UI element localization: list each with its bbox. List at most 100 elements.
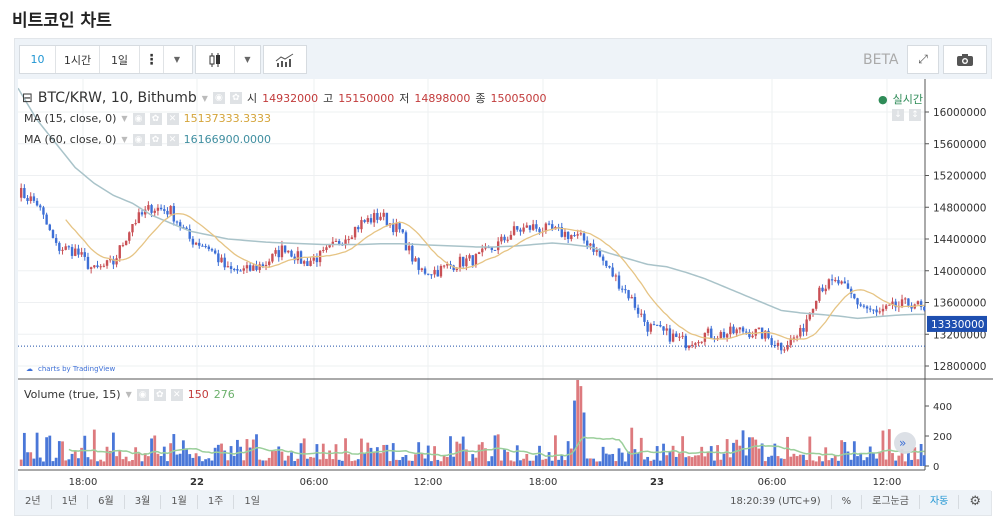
candle-body xyxy=(582,233,586,241)
candle-body xyxy=(458,256,462,268)
settings-icon[interactable]: ✿ xyxy=(149,112,162,125)
candle-body xyxy=(710,328,713,339)
volume-bar xyxy=(617,448,621,466)
dropdown-icon[interactable]: ▼ xyxy=(244,55,251,64)
interval-10-button[interactable]: 10 xyxy=(20,46,56,73)
visibility-icon[interactable]: ◉ xyxy=(212,92,225,104)
arrow-updown-icon[interactable]: ↕ xyxy=(909,109,921,121)
range-1y[interactable]: 1년 xyxy=(52,495,89,509)
log-scale-toggle[interactable]: 로그눈금 xyxy=(862,495,920,509)
visibility-icon[interactable]: ◉ xyxy=(132,112,145,125)
volume-bar xyxy=(817,456,821,466)
candle-body xyxy=(652,324,656,326)
close-icon[interactable]: ✕ xyxy=(170,388,183,401)
volume-bar xyxy=(846,451,850,466)
volume-bar xyxy=(646,456,650,466)
candle-body xyxy=(185,227,188,229)
beta-label: BETA xyxy=(863,52,899,68)
realtime-indicator[interactable]: ● 실시간 xyxy=(878,92,923,107)
volume-value: 150 xyxy=(187,388,209,401)
volume-bar xyxy=(655,446,659,466)
bottom-bar: 2년 1년 6월 3월 1월 1주 1일 18:20:39 (UTC+9) % … xyxy=(15,490,991,514)
range-1w[interactable]: 1주 xyxy=(198,495,235,509)
visibility-icon[interactable]: ◉ xyxy=(132,133,145,146)
candle-body xyxy=(417,258,420,270)
candle-body xyxy=(614,275,618,277)
settings-icon[interactable]: ✿ xyxy=(229,92,242,104)
volume-bar xyxy=(573,400,576,466)
candle-body xyxy=(427,273,430,275)
candle-body xyxy=(131,224,134,233)
volume-bar xyxy=(45,437,49,466)
volume-bar xyxy=(280,451,284,466)
volume-bar xyxy=(779,458,783,466)
candle-body xyxy=(814,300,818,309)
volume-bar xyxy=(519,460,522,466)
settings-icon[interactable]: ✿ xyxy=(153,388,166,401)
clock: 18:20:39 (UTC+9) xyxy=(720,495,832,509)
volume-bar xyxy=(859,452,863,466)
arrow-down-icon[interactable]: ↓ xyxy=(892,109,904,121)
volume-bar xyxy=(468,461,471,466)
candle-body xyxy=(684,335,687,349)
volume-bar xyxy=(159,456,163,466)
scroll-to-latest-button[interactable] xyxy=(894,432,916,454)
volume-bar xyxy=(220,443,223,466)
candle-body xyxy=(414,258,417,262)
volume-bar xyxy=(423,458,427,466)
tradingview-watermark[interactable]: ☁ charts by TradingView xyxy=(26,365,116,373)
candle-body xyxy=(156,207,160,211)
dropdown-icon[interactable]: ▼ xyxy=(121,114,128,123)
range-6m[interactable]: 6월 xyxy=(88,495,125,509)
settings-icon[interactable]: ⚙ xyxy=(969,494,981,509)
candle-body xyxy=(916,301,920,305)
settings-icon[interactable]: ✿ xyxy=(149,133,162,146)
dropdown-icon[interactable]: ▼ xyxy=(173,55,181,64)
candle-body xyxy=(404,232,408,251)
interval-1h-button[interactable]: 1시간 xyxy=(56,46,100,73)
dropdown-icon[interactable]: ▼ xyxy=(125,390,132,399)
volume-bar xyxy=(687,456,691,466)
percent-toggle[interactable]: % xyxy=(832,495,863,509)
price-tick-label: 14800000 xyxy=(933,202,986,214)
range-3m[interactable]: 3월 xyxy=(125,495,162,509)
price-chart[interactable]: 18:00 22 06:00 12:00 18:00 23 06:00 12:00 160000… xyxy=(17,79,993,491)
close-icon[interactable]: ✕ xyxy=(166,133,179,146)
candlestick-icon[interactable] xyxy=(196,46,235,73)
ma60-value: 16166900.0000 xyxy=(183,133,272,146)
volume-bar xyxy=(166,461,169,466)
volume-bar xyxy=(773,443,777,466)
volume-bar xyxy=(563,460,567,466)
candle-body xyxy=(551,224,554,230)
volume-bar xyxy=(67,459,71,466)
chart-canvas[interactable]: 18:00 22 06:00 12:00 18:00 23 06:00 12:00 160000… xyxy=(17,79,993,491)
interval-1d-button[interactable]: 1일 xyxy=(100,46,140,73)
more-vertical-icon[interactable]: ⋮ xyxy=(140,46,164,73)
indicators-button[interactable] xyxy=(263,45,307,74)
candle-body xyxy=(830,279,834,281)
volume-bar xyxy=(350,461,354,466)
close-value: 15005000 xyxy=(490,91,547,105)
dropdown-icon[interactable]: ▼ xyxy=(121,135,128,144)
dropdown-icon[interactable]: ▼ xyxy=(201,93,208,103)
candle-body xyxy=(379,216,382,220)
volume-bar xyxy=(754,439,758,466)
fullscreen-button[interactable]: ⤢ xyxy=(907,45,939,74)
volume-bar xyxy=(751,437,754,466)
volume-bar xyxy=(131,459,134,466)
candle-body xyxy=(134,223,137,225)
close-icon[interactable]: ✕ xyxy=(166,112,179,125)
volume-bar xyxy=(738,445,742,466)
volume-bar xyxy=(385,444,389,466)
range-1m[interactable]: 1월 xyxy=(161,495,198,509)
volume-bar xyxy=(414,454,417,466)
collapse-icon[interactable]: ⊟ xyxy=(22,90,33,106)
range-2y[interactable]: 2년 xyxy=(15,495,52,509)
volume-bar xyxy=(585,458,589,466)
screenshot-button[interactable] xyxy=(943,45,987,74)
visibility-icon[interactable]: ◉ xyxy=(136,388,149,401)
candle-body xyxy=(369,218,373,223)
auto-scale-toggle[interactable]: 자동 xyxy=(920,495,960,509)
range-1d[interactable]: 1일 xyxy=(244,496,260,507)
candle-body xyxy=(96,265,99,268)
